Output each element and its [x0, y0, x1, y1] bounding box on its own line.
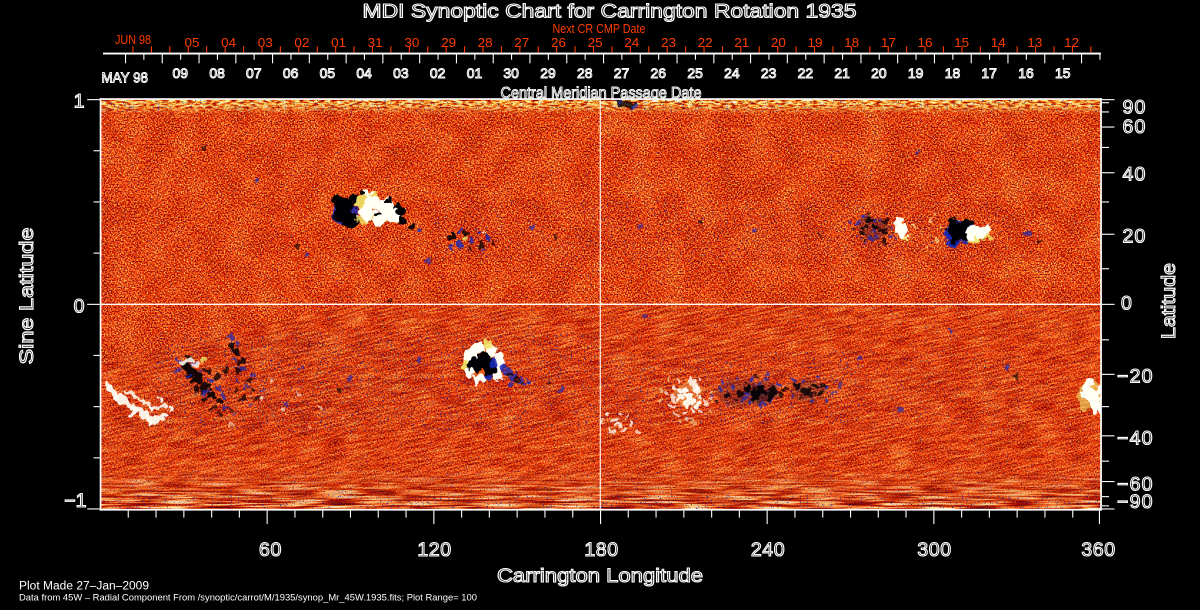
svg-text:Next CR CMP Date: Next CR CMP Date — [553, 21, 646, 36]
svg-text:0: 0 — [1121, 293, 1133, 315]
svg-text:Carrington Longitude: Carrington Longitude — [497, 565, 703, 587]
svg-text:03: 03 — [258, 35, 273, 50]
svg-text:Plot Made 27–Jan–2009: Plot Made 27–Jan–2009 — [19, 581, 149, 593]
svg-text:05: 05 — [185, 35, 200, 50]
svg-text:0: 0 — [74, 295, 85, 317]
svg-text:30: 30 — [503, 66, 519, 81]
svg-text:18: 18 — [844, 35, 859, 50]
svg-text:03: 03 — [393, 66, 409, 81]
svg-text:09: 09 — [173, 66, 189, 81]
svg-text:08: 08 — [209, 66, 225, 81]
svg-text:90: 90 — [1123, 97, 1147, 119]
svg-text:27: 27 — [614, 66, 630, 81]
svg-text:120: 120 — [417, 539, 451, 561]
svg-text:MDI Synoptic Chart for Carring: MDI Synoptic Chart for Carrington Rotati… — [363, 0, 857, 22]
svg-text:19: 19 — [908, 66, 924, 81]
svg-text:29: 29 — [441, 35, 456, 50]
svg-text:07: 07 — [246, 66, 262, 81]
svg-text:06: 06 — [283, 66, 299, 81]
svg-text:MAY 98: MAY 98 — [102, 71, 149, 87]
svg-text:23: 23 — [761, 66, 777, 81]
svg-text:02: 02 — [430, 66, 446, 81]
svg-text:04: 04 — [356, 66, 372, 81]
svg-text:−40: −40 — [1117, 428, 1154, 450]
svg-text:−90: −90 — [1117, 491, 1154, 513]
svg-text:1: 1 — [74, 90, 85, 112]
svg-text:17: 17 — [981, 66, 997, 81]
svg-text:−60: −60 — [1117, 473, 1154, 495]
svg-text:22: 22 — [798, 66, 814, 81]
svg-text:180: 180 — [584, 539, 618, 561]
svg-text:28: 28 — [577, 66, 593, 81]
svg-text:JUN 98: JUN 98 — [115, 32, 151, 47]
svg-text:24: 24 — [724, 66, 740, 81]
svg-text:17: 17 — [881, 35, 896, 50]
svg-text:240: 240 — [751, 539, 785, 561]
svg-text:14: 14 — [991, 35, 1006, 50]
svg-text:−20: −20 — [1117, 366, 1154, 388]
svg-text:26: 26 — [651, 66, 667, 81]
svg-text:21: 21 — [734, 35, 749, 50]
svg-text:05: 05 — [320, 66, 336, 81]
svg-text:30: 30 — [404, 35, 419, 50]
svg-text:300: 300 — [917, 539, 951, 561]
svg-text:60: 60 — [259, 539, 282, 561]
svg-text:13: 13 — [1027, 35, 1042, 50]
svg-text:360: 360 — [1081, 539, 1115, 561]
svg-text:20: 20 — [871, 66, 887, 81]
svg-text:12: 12 — [1064, 35, 1079, 50]
svg-text:26: 26 — [551, 35, 566, 50]
svg-text:16: 16 — [1018, 66, 1034, 81]
svg-text:25: 25 — [687, 66, 703, 81]
svg-text:28: 28 — [478, 35, 493, 50]
svg-text:60: 60 — [1123, 116, 1147, 138]
svg-text:15: 15 — [1055, 66, 1071, 81]
svg-text:Data from 45W – Radial Compone: Data from 45W – Radial Component From /s… — [19, 593, 477, 604]
svg-text:02: 02 — [294, 35, 309, 50]
svg-text:31: 31 — [368, 35, 383, 50]
svg-text:22: 22 — [698, 35, 713, 50]
svg-text:Sine Latitude: Sine Latitude — [16, 228, 38, 365]
svg-text:15: 15 — [954, 35, 969, 50]
svg-text:Central Meridian Passage Date: Central Meridian Passage Date — [501, 85, 702, 102]
svg-text:40: 40 — [1123, 164, 1147, 186]
svg-text:−1: −1 — [64, 490, 86, 512]
svg-text:29: 29 — [540, 66, 556, 81]
svg-text:18: 18 — [945, 66, 961, 81]
svg-text:19: 19 — [808, 35, 823, 50]
svg-text:01: 01 — [467, 66, 483, 81]
svg-text:20: 20 — [1123, 226, 1147, 248]
svg-text:20: 20 — [771, 35, 786, 50]
svg-text:24: 24 — [624, 35, 639, 50]
svg-text:Latitude: Latitude — [1158, 263, 1180, 339]
svg-text:04: 04 — [221, 35, 236, 50]
svg-text:23: 23 — [661, 35, 676, 50]
svg-text:21: 21 — [834, 66, 850, 81]
svg-text:01: 01 — [331, 35, 346, 50]
svg-text:16: 16 — [918, 35, 933, 50]
svg-text:27: 27 — [514, 35, 529, 50]
svg-text:25: 25 — [588, 35, 603, 50]
